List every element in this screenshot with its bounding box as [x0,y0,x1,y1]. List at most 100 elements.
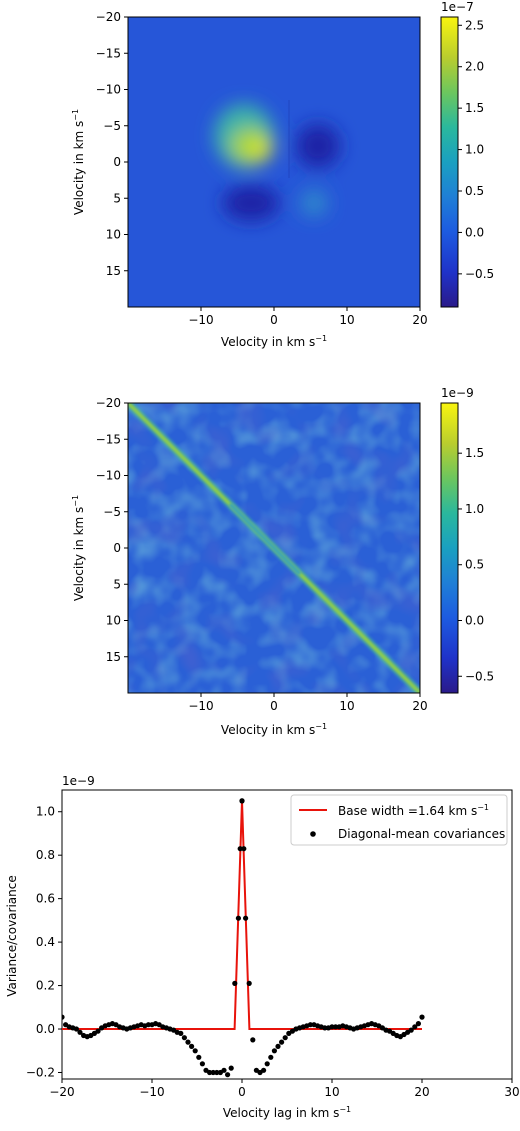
colorbar-tick-label: −0.5 [465,669,494,683]
legend-label-diagonal-mean: Diagonal-mean covariances [338,827,505,841]
x-tick-label: 0 [270,313,278,327]
heatmap-2-colorbar-multiplier: 1e−9 [441,386,474,400]
y-tick-label: −10 [96,469,121,483]
x-tick-label: 0 [270,699,278,713]
covariance-point [189,1043,195,1049]
heatmap-1-colorbar-ticks: −0.5 0.0 0.5 1.0 1.5 2.0 2.5 [458,18,494,281]
heatmap-1-negative-bottom [223,185,279,221]
heatmap-2-plot-area [128,403,420,693]
line-figure-3: 1e−9 −20 −10 0 10 20 30 −0.2 0.0 0.2 0.4 0.6 0.8 1.… [0,760,520,1127]
covariance-point [95,1028,101,1034]
x-tick-label: 20 [412,313,427,327]
heatmap-2-diagonal-center [228,502,302,576]
covariance-point [239,798,245,804]
y-tick-label: 0 [113,541,121,555]
y-tick-label: 0 [113,155,121,169]
heatmap-figure-2: −10 0 10 20 −20 −15 −10 −5 0 5 10 15 Velocity in k… [0,380,520,745]
covariance-point [329,1024,335,1030]
y-tick-label: 0.6 [36,892,55,906]
covariance-point [322,1025,328,1031]
covariance-point [181,1035,187,1041]
covariance-point [192,1048,198,1054]
covariance-point [62,1014,65,1020]
covariance-point [275,1043,281,1049]
colorbar-tick-label: 1.5 [465,446,484,460]
colorbar-tick-label: 0.0 [465,614,484,628]
heatmap-1-colorbar [440,16,459,308]
colorbar-tick-label: 0.5 [465,558,484,572]
x-tick-label: −10 [139,1085,164,1099]
y-tick-label: −15 [96,46,121,60]
x-tick-label: 0 [238,1085,246,1099]
heatmap-1-x-ticks: −10 0 10 20 [188,307,428,327]
heatmap-1-negative-right [296,124,340,168]
line-plot-legend: Base width =1.64 km s−1 Diagonal-mean co… [290,794,508,846]
diagonal-mean-points-series [62,798,425,1078]
legend-box [290,794,508,846]
colorbar-tick-label: −0.5 [465,267,494,281]
covariance-point [241,846,247,852]
y-tick-label: 15 [106,264,121,278]
covariance-point [221,1067,227,1073]
y-tick-label: 1.0 [36,805,55,819]
y-tick-label: −20 [96,10,121,24]
covariance-point [232,980,238,986]
y-tick-label: −5 [103,505,121,519]
covariance-point [77,1029,83,1035]
covariance-point [237,846,243,852]
covariance-point [419,1014,425,1020]
covariance-point [279,1039,285,1045]
heatmap-1-svg: −10 0 10 20 −20 −15 −10 −5 0 5 10 15 Velocity in k… [71,0,494,349]
x-tick-label: 10 [339,313,354,327]
covariance-point [225,1072,231,1078]
heatmap-2-x-ticks: −10 0 10 20 [188,693,428,713]
x-tick-label: 10 [339,699,354,713]
covariance-point [282,1035,288,1041]
x-tick-label: 20 [412,699,427,713]
y-tick-label: −15 [96,432,121,446]
covariance-point [264,1061,270,1067]
covariance-point [250,1037,256,1043]
y-tick-label: −20 [96,396,121,410]
heatmap-1-y-label: Velocity in km s−1 [71,109,86,215]
y-tick-label: 0.8 [36,848,55,862]
covariance-point [246,980,252,986]
line-plot-svg: 1e−9 −20 −10 0 10 20 30 −0.2 0.0 0.2 0.4 0.6 0.8 1.… [5,774,520,1120]
y-tick-label: 10 [106,614,121,628]
covariance-point [333,1024,339,1030]
x-tick-label: 30 [504,1085,519,1099]
legend-label-base-width: Base width =1.64 km s−1 [338,803,489,818]
covariance-point [73,1026,79,1032]
x-tick-label: 10 [324,1085,339,1099]
covariance-point [271,1048,277,1054]
y-tick-label: 5 [113,191,121,205]
heatmap-1-plot-area [128,17,420,307]
covariance-point [145,1022,151,1028]
heatmap-2-svg: −10 0 10 20 −20 −15 −10 −5 0 5 10 15 Velocity in k… [71,386,494,737]
covariance-point [412,1024,418,1030]
covariance-point [235,915,241,921]
y-tick-label: 0.4 [36,935,55,949]
heatmap-figure-1: −10 0 10 20 −20 −15 −10 −5 0 5 10 15 Velocity in k… [0,0,520,365]
covariance-point [178,1030,184,1036]
y-tick-label: −0.2 [26,1065,55,1079]
heatmap-2-y-label: Velocity in km s−1 [71,495,86,601]
covariance-point [207,1069,213,1076]
line-plot-y-label: Variance/covariance [5,875,19,996]
heatmap-2-colorbar-ticks: −0.5 0.0 0.5 1.0 1.5 [458,446,494,683]
covariance-point [196,1054,202,1060]
heatmap-2-y-ticks: −20 −15 −10 −5 0 5 10 15 [96,396,128,664]
legend-marker-swatch [310,831,316,837]
x-tick-label: 20 [414,1085,429,1099]
y-tick-label: −5 [103,119,121,133]
colorbar-tick-label: 1.0 [465,502,484,516]
covariance-point [228,1065,234,1071]
covariance-point [307,1022,313,1028]
colorbar-tick-label: 0.5 [465,184,484,198]
heatmap-2-x-label: Velocity in km s−1 [221,722,327,737]
heatmap-1-y-ticks: −20 −15 −10 −5 0 5 10 15 [96,10,128,278]
y-tick-label: 5 [113,577,121,591]
covariance-point [408,1027,414,1033]
y-tick-label: −10 [96,83,121,97]
heatmap-1-x-label: Velocity in km s−1 [221,334,327,349]
